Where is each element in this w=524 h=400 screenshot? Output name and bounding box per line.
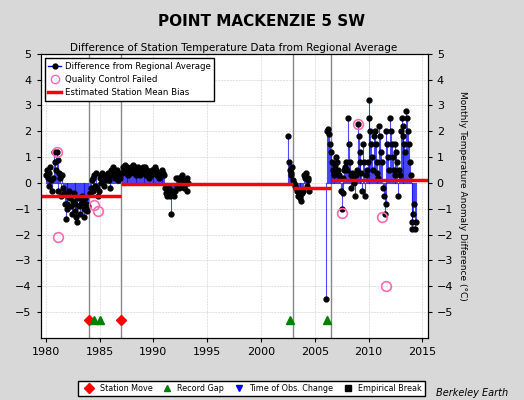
Legend: Difference from Regional Average, Quality Control Failed, Estimated Station Mean: Difference from Regional Average, Qualit… — [45, 58, 214, 100]
Text: POINT MACKENZIE 5 SW: POINT MACKENZIE 5 SW — [158, 14, 366, 29]
Legend: Station Move, Record Gap, Time of Obs. Change, Empirical Break: Station Move, Record Gap, Time of Obs. C… — [78, 380, 425, 396]
Y-axis label: Monthly Temperature Anomaly Difference (°C): Monthly Temperature Anomaly Difference (… — [458, 91, 467, 301]
Title: Difference of Station Temperature Data from Regional Average: Difference of Station Temperature Data f… — [70, 43, 398, 53]
Text: Berkeley Earth: Berkeley Earth — [436, 388, 508, 398]
